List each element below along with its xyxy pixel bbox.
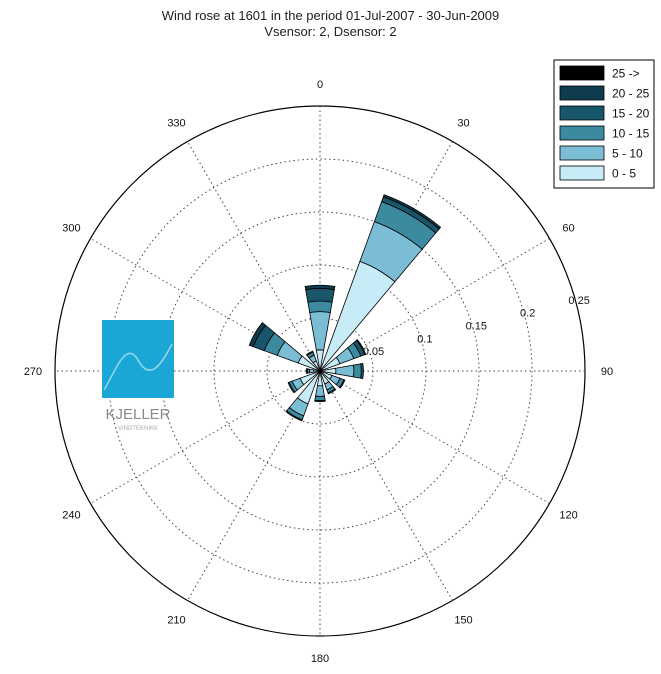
sector-150-bin-3: [327, 388, 337, 395]
angle-label-120: 120: [559, 510, 577, 522]
angle-label-180: 180: [311, 653, 329, 665]
sector-60-bin-4: [355, 339, 367, 356]
sector-210-bin-3: [285, 410, 303, 422]
radial-tick-label-0.15: 0.15: [466, 321, 487, 333]
sector-270-bin-1: [309, 368, 315, 374]
angle-label-300: 300: [62, 223, 80, 235]
grid-ring: [107, 158, 533, 584]
sector-30-bin-4: [382, 194, 442, 230]
angle-label-90: 90: [601, 366, 613, 378]
sector-180-bin-1: [315, 385, 325, 397]
grid-spoke: [187, 141, 453, 601]
sector-90-bin-2: [352, 363, 362, 379]
polar-grid: [54, 105, 586, 637]
angle-label-30: 30: [457, 117, 469, 129]
legend-swatch-2: [559, 105, 605, 121]
legend-swatch-5: [559, 165, 605, 181]
angle-label-270: 270: [24, 366, 42, 378]
sector-270-bin-3: [305, 368, 308, 374]
grid-spoke: [187, 141, 453, 601]
legend-label-3: 10 - 15: [612, 127, 650, 141]
angle-label-330: 330: [167, 117, 185, 129]
radial-tick-label-0.25: 0.25: [568, 295, 589, 307]
sector-240-bin-3: [287, 381, 296, 394]
angle-label-0: 0: [317, 79, 323, 91]
angle-label-240: 240: [62, 510, 80, 522]
grid-spoke: [90, 238, 550, 504]
logo-sub-text: VINDTEKNIKK: [118, 426, 158, 432]
wind-sectors: [248, 194, 442, 422]
grid-spoke: [90, 238, 550, 504]
sector-0-bin-1: [309, 311, 331, 351]
legend: 25 -> 20 - 25 15 - 20 10 - 15 5 - 10 0 - 5: [553, 59, 655, 189]
legend-label-1: 20 - 25: [612, 87, 650, 101]
legend-label-0: 25 ->: [612, 67, 640, 81]
legend-swatch-4: [559, 145, 605, 161]
sector-0-bin-3: [305, 287, 335, 303]
radial-tick-label-0.2: 0.2: [520, 308, 535, 320]
sector-90-bin-1: [335, 364, 355, 378]
legend-label-4: 5 - 10: [612, 147, 643, 161]
legend-swatch-1: [559, 85, 605, 101]
sector-180-bin-3: [314, 399, 326, 403]
legend-label-2: 15 - 20: [612, 107, 650, 121]
sector-90-bin-3: [360, 362, 364, 380]
sector-300-bin-4: [248, 322, 267, 348]
angle-label-210: 210: [167, 615, 185, 627]
radial-tick-label-0.05: 0.05: [363, 346, 384, 358]
logo-wave-icon: [103, 343, 173, 391]
sector-120-bin-3: [338, 379, 346, 389]
sector-0-bin-4: [304, 284, 336, 291]
grid-ring: [160, 211, 480, 531]
axis-labels: 0 30 60 90 120 150 180 210 240 270 300 330 0.05 0.1 0.…: [24, 79, 613, 665]
logo-main-text: KJELLER: [105, 406, 170, 423]
legend-label-5: 0 - 5: [612, 167, 636, 181]
kjeller-logo: KJELLER VINDTEKNIKK: [102, 320, 174, 432]
angle-label-60: 60: [562, 223, 574, 235]
sector-0-bin-2: [307, 300, 333, 314]
sector-330-bin-3: [305, 350, 314, 357]
legend-swatch-3: [559, 125, 605, 141]
sector-180-bin-2: [314, 395, 326, 402]
legend-swatch-0: [559, 65, 605, 81]
angle-label-150: 150: [454, 615, 472, 627]
radial-tick-label-0.1: 0.1: [417, 333, 432, 345]
